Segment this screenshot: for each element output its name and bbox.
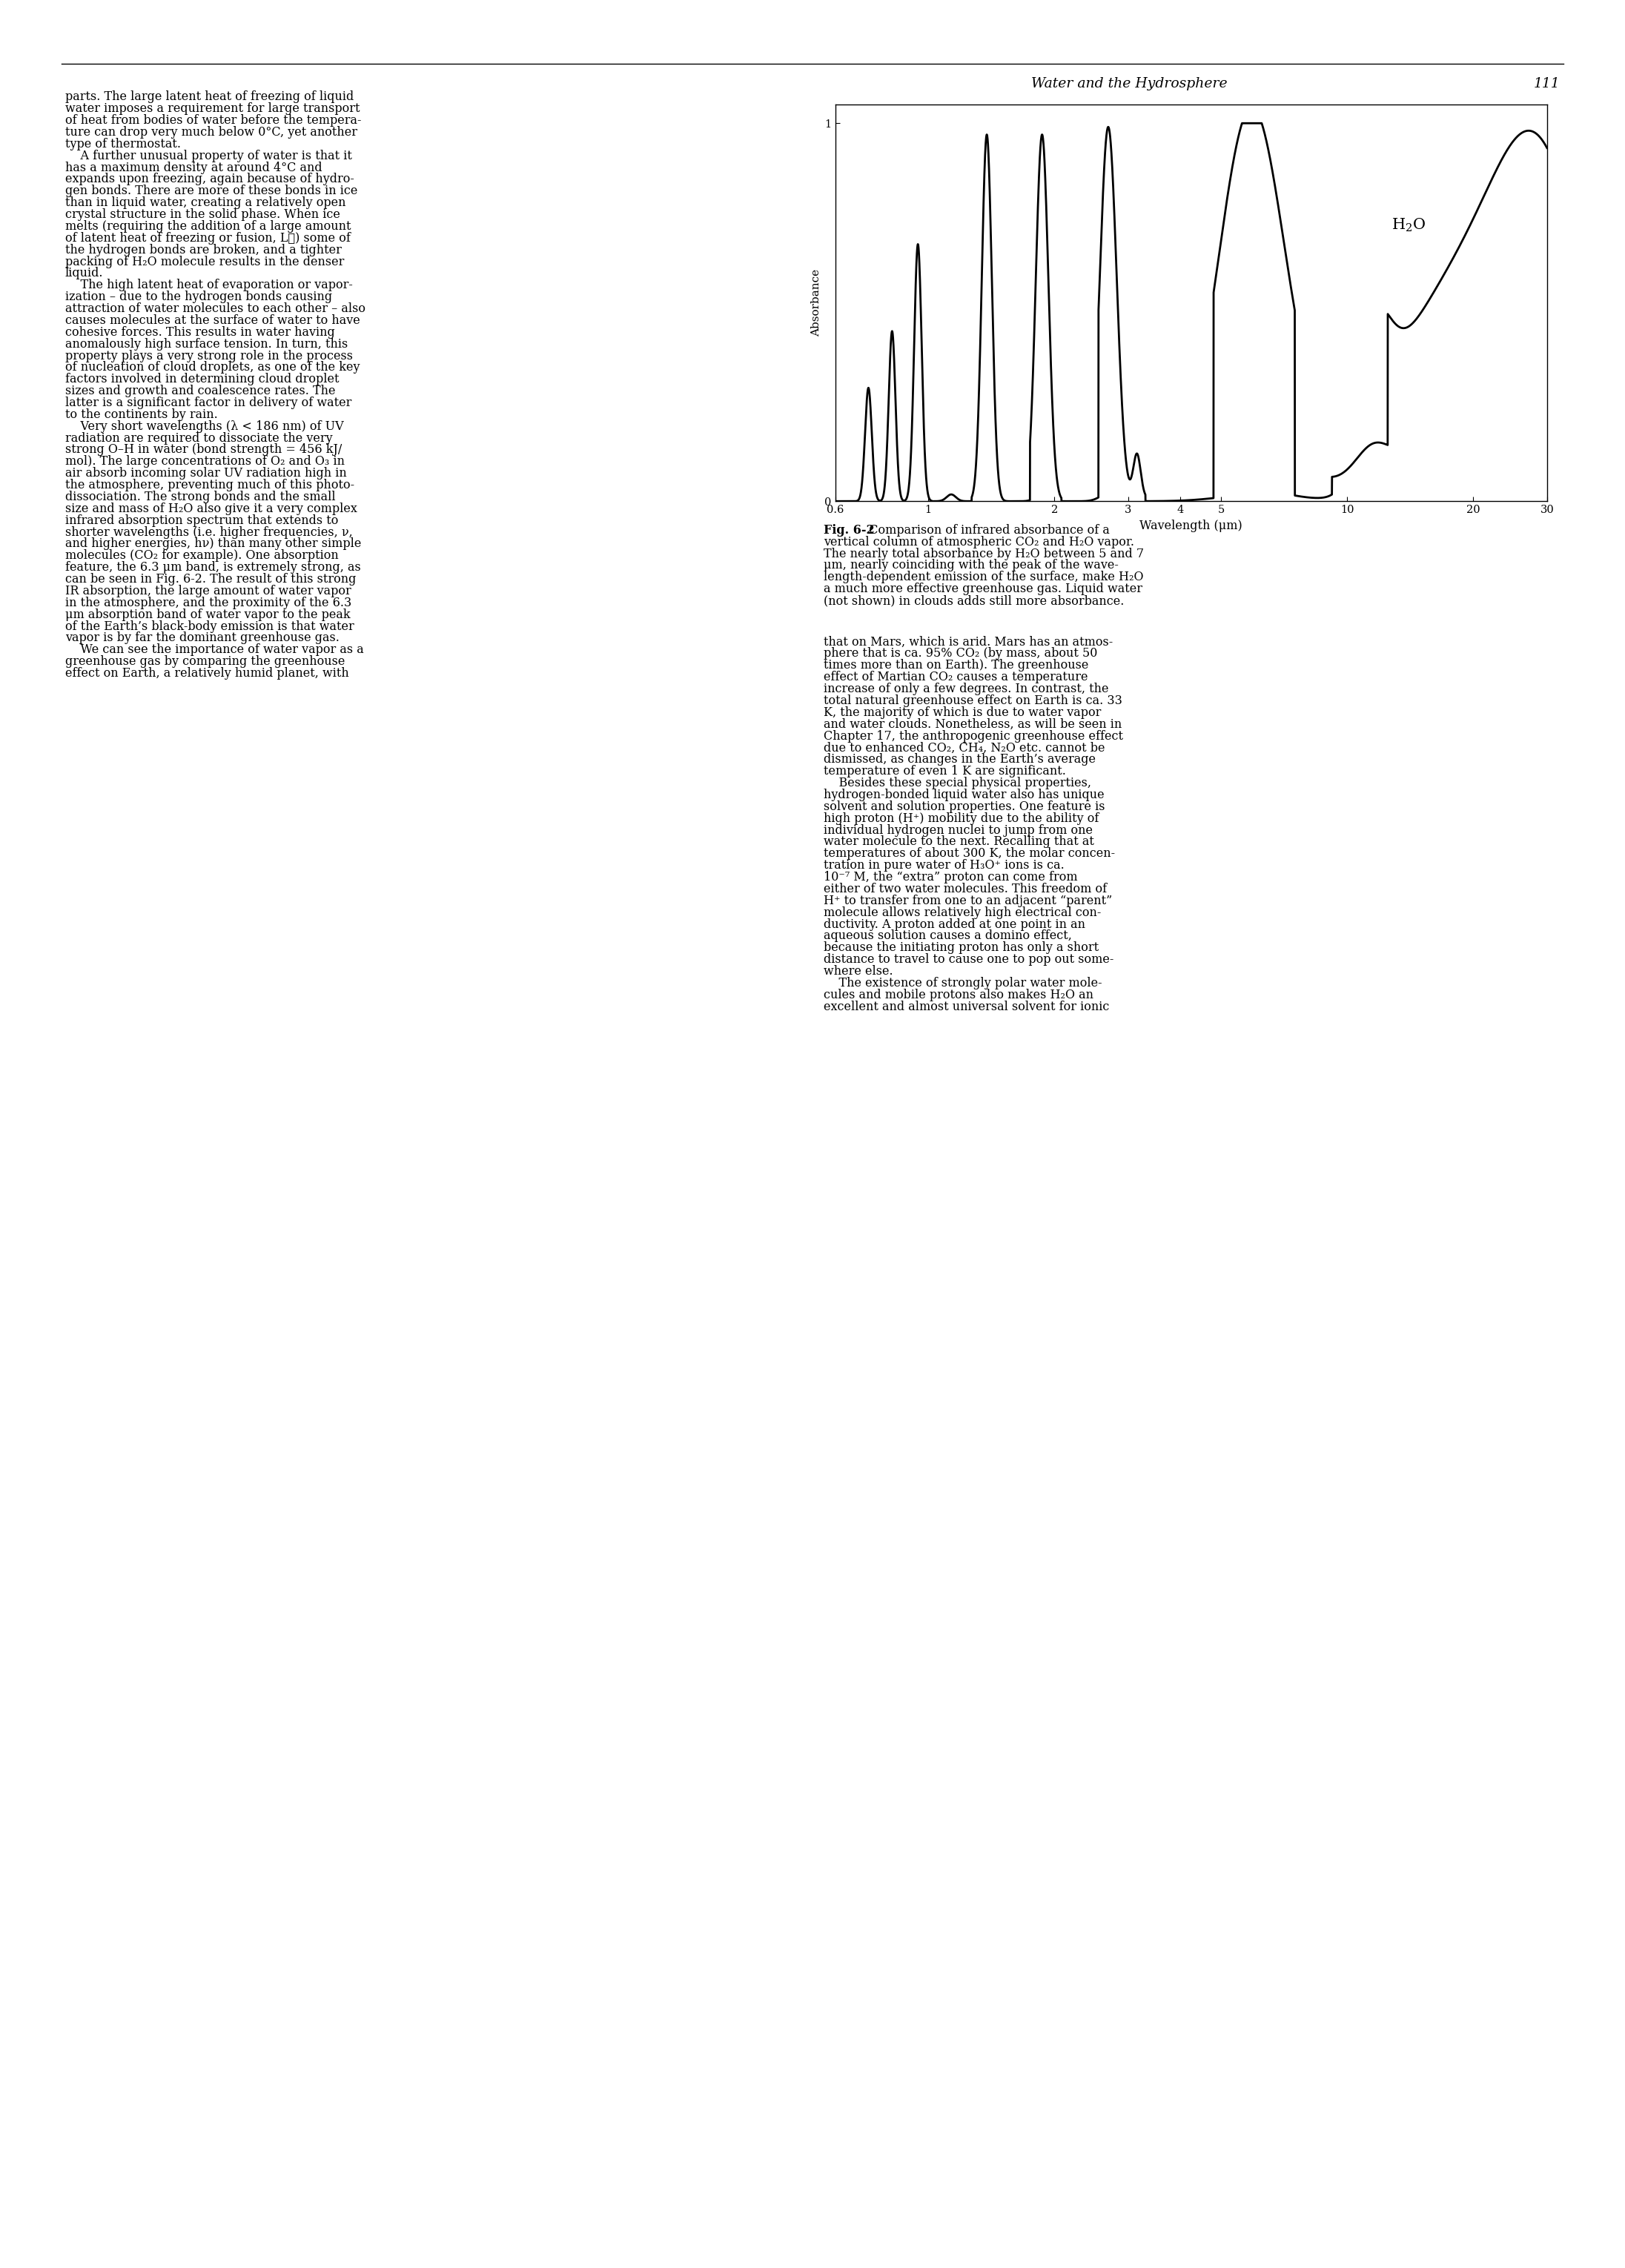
- Text: melts (requiring the addition of a large amount: melts (requiring the addition of a large…: [65, 220, 351, 234]
- Text: dissociation. The strong bonds and the small: dissociation. The strong bonds and the s…: [65, 490, 335, 503]
- Text: shorter wavelengths (i.e. higher frequencies, ν,: shorter wavelengths (i.e. higher frequen…: [65, 526, 353, 538]
- Text: expands upon freezing, again because of hydro-: expands upon freezing, again because of …: [65, 172, 354, 186]
- Text: ture can drop very much below 0°C, yet another: ture can drop very much below 0°C, yet a…: [65, 127, 358, 138]
- Text: temperatures of about 300 K, the molar concen-: temperatures of about 300 K, the molar c…: [824, 848, 1115, 860]
- Text: of nucleation of cloud droplets, as one of the key: of nucleation of cloud droplets, as one …: [65, 361, 359, 374]
- Text: attraction of water molecules to each other – also: attraction of water molecules to each ot…: [65, 302, 366, 315]
- Text: excellent and almost universal solvent for ionic: excellent and almost universal solvent f…: [824, 1000, 1110, 1014]
- Text: hydrogen-bonded liquid water also has unique: hydrogen-bonded liquid water also has un…: [824, 789, 1105, 801]
- Text: total natural greenhouse effect on Earth is ca. 33: total natural greenhouse effect on Earth…: [824, 694, 1123, 708]
- Text: The high latent heat of evaporation or vapor-: The high latent heat of evaporation or v…: [65, 279, 353, 293]
- Text: feature, the 6.3 μm band, is extremely strong, as: feature, the 6.3 μm band, is extremely s…: [65, 560, 361, 574]
- Text: We can see the importance of water vapor as a: We can see the importance of water vapor…: [65, 644, 364, 655]
- Text: distance to travel to cause one to pop out some-: distance to travel to cause one to pop o…: [824, 953, 1115, 966]
- Text: in the atmosphere, and the proximity of the 6.3: in the atmosphere, and the proximity of …: [65, 596, 351, 610]
- Text: liquid.: liquid.: [65, 268, 102, 279]
- Text: IR absorption, the large amount of water vapor: IR absorption, the large amount of water…: [65, 585, 351, 596]
- Text: vertical column of atmospheric CO₂ and H₂O vapor.: vertical column of atmospheric CO₂ and H…: [824, 535, 1134, 549]
- Text: ductivity. A proton added at one point in an: ductivity. A proton added at one point i…: [824, 919, 1086, 930]
- Text: solvent and solution properties. One feature is: solvent and solution properties. One fea…: [824, 801, 1105, 812]
- Text: 111: 111: [1534, 77, 1560, 91]
- Text: cules and mobile protons also makes H₂O an: cules and mobile protons also makes H₂O …: [824, 989, 1094, 1000]
- Text: Chapter 17, the anthropogenic greenhouse effect: Chapter 17, the anthropogenic greenhouse…: [824, 730, 1123, 742]
- Text: radiation are required to dissociate the very: radiation are required to dissociate the…: [65, 431, 333, 445]
- Text: molecules (CO₂ for example). One absorption: molecules (CO₂ for example). One absorpt…: [65, 549, 338, 562]
- Text: individual hydrogen nuclei to jump from one: individual hydrogen nuclei to jump from …: [824, 823, 1094, 837]
- Text: the atmosphere, preventing much of this photo-: the atmosphere, preventing much of this …: [65, 479, 354, 492]
- Text: Comparison of infrared absorbance of a: Comparison of infrared absorbance of a: [861, 524, 1110, 538]
- Text: H$_2$O: H$_2$O: [1391, 218, 1425, 234]
- Text: due to enhanced CO₂, CH₄, N₂O etc. cannot be: due to enhanced CO₂, CH₄, N₂O etc. canno…: [824, 742, 1105, 755]
- Text: times more than on Earth). The greenhouse: times more than on Earth). The greenhous…: [824, 660, 1089, 671]
- Text: length-dependent emission of the surface, make H₂O: length-dependent emission of the surface…: [824, 572, 1144, 583]
- Text: 10⁻⁷ M, the “extra” proton can come from: 10⁻⁷ M, the “extra” proton can come from: [824, 871, 1077, 885]
- Text: type of thermostat.: type of thermostat.: [65, 138, 180, 150]
- Text: Water and the Hydrosphere: Water and the Hydrosphere: [1032, 77, 1227, 91]
- Text: strong O–H in water (bond strength = 456 kJ/: strong O–H in water (bond strength = 456…: [65, 445, 341, 456]
- Text: anomalously high surface tension. In turn, this: anomalously high surface tension. In tur…: [65, 338, 348, 349]
- Text: cohesive forces. This results in water having: cohesive forces. This results in water h…: [65, 327, 335, 338]
- Text: mol). The large concentrations of O₂ and O₃ in: mol). The large concentrations of O₂ and…: [65, 456, 344, 467]
- Y-axis label: Absorbance: Absorbance: [811, 270, 822, 336]
- Text: ization – due to the hydrogen bonds causing: ization – due to the hydrogen bonds caus…: [65, 290, 331, 304]
- Text: (not shown) in clouds adds still more absorbance.: (not shown) in clouds adds still more ab…: [824, 594, 1124, 608]
- Text: can be seen in Fig. 6-2. The result of this strong: can be seen in Fig. 6-2. The result of t…: [65, 574, 356, 585]
- Text: sizes and growth and coalescence rates. The: sizes and growth and coalescence rates. …: [65, 386, 335, 397]
- Text: water molecule to the next. Recalling that at: water molecule to the next. Recalling th…: [824, 835, 1094, 848]
- Text: dismissed, as changes in the Earth’s average: dismissed, as changes in the Earth’s ave…: [824, 753, 1095, 767]
- Text: latter is a significant factor in delivery of water: latter is a significant factor in delive…: [65, 397, 351, 408]
- Text: H⁺ to transfer from one to an adjacent “parent”: H⁺ to transfer from one to an adjacent “…: [824, 894, 1113, 907]
- Text: packing of H₂O molecule results in the denser: packing of H₂O molecule results in the d…: [65, 256, 344, 268]
- Text: The existence of strongly polar water mole-: The existence of strongly polar water mo…: [824, 978, 1102, 989]
- Text: has a maximum density at around 4°C and: has a maximum density at around 4°C and: [65, 161, 322, 175]
- Text: temperature of even 1 K are significant.: temperature of even 1 K are significant.: [824, 764, 1066, 778]
- Text: effect on Earth, a relatively humid planet, with: effect on Earth, a relatively humid plan…: [65, 667, 349, 680]
- Text: the hydrogen bonds are broken, and a tighter: the hydrogen bonds are broken, and a tig…: [65, 243, 341, 256]
- Text: factors involved in determining cloud droplet: factors involved in determining cloud dr…: [65, 372, 340, 386]
- Text: of latent heat of freezing or fusion, Lℓ) some of: of latent heat of freezing or fusion, Lℓ…: [65, 231, 351, 245]
- Text: K, the majority of which is due to water vapor: K, the majority of which is due to water…: [824, 705, 1102, 719]
- Text: effect of Martian CO₂ causes a temperature: effect of Martian CO₂ causes a temperatu…: [824, 671, 1089, 683]
- Text: where else.: where else.: [824, 964, 894, 978]
- Text: of heat from bodies of water before the tempera-: of heat from bodies of water before the …: [65, 113, 361, 127]
- Text: vapor is by far the dominant greenhouse gas.: vapor is by far the dominant greenhouse …: [65, 633, 340, 644]
- Text: parts. The large latent heat of freezing of liquid: parts. The large latent heat of freezing…: [65, 91, 354, 104]
- Text: of the Earth’s black-body emission is that water: of the Earth’s black-body emission is th…: [65, 619, 354, 633]
- X-axis label: Wavelength (μm): Wavelength (μm): [1139, 519, 1243, 533]
- Text: infrared absorption spectrum that extends to: infrared absorption spectrum that extend…: [65, 515, 338, 526]
- Text: Besides these special physical properties,: Besides these special physical propertie…: [824, 778, 1092, 789]
- Text: crystal structure in the solid phase. When ice: crystal structure in the solid phase. Wh…: [65, 209, 340, 220]
- Text: phere that is ca. 95% CO₂ (by mass, about 50: phere that is ca. 95% CO₂ (by mass, abou…: [824, 646, 1098, 660]
- Text: property plays a very strong role in the process: property plays a very strong role in the…: [65, 349, 353, 363]
- Text: μm, nearly coinciding with the peak of the wave-: μm, nearly coinciding with the peak of t…: [824, 560, 1120, 572]
- Text: a much more effective greenhouse gas. Liquid water: a much more effective greenhouse gas. Li…: [824, 583, 1142, 594]
- Text: to the continents by rain.: to the continents by rain.: [65, 408, 218, 422]
- Text: molecule allows relatively high electrical con-: molecule allows relatively high electric…: [824, 907, 1102, 919]
- Text: increase of only a few degrees. In contrast, the: increase of only a few degrees. In contr…: [824, 683, 1108, 696]
- Text: either of two water molecules. This freedom of: either of two water molecules. This free…: [824, 882, 1107, 896]
- Text: air absorb incoming solar UV radiation high in: air absorb incoming solar UV radiation h…: [65, 467, 346, 481]
- Text: A further unusual property of water is that it: A further unusual property of water is t…: [65, 150, 351, 161]
- Text: size and mass of H₂O also give it a very complex: size and mass of H₂O also give it a very…: [65, 503, 358, 515]
- Text: causes molecules at the surface of water to have: causes molecules at the surface of water…: [65, 315, 359, 327]
- Text: μm absorption band of water vapor to the peak: μm absorption band of water vapor to the…: [65, 608, 349, 621]
- Text: Fig. 6-2: Fig. 6-2: [824, 524, 874, 538]
- Text: and higher energies, hν) than many other simple: and higher energies, hν) than many other…: [65, 538, 361, 551]
- Text: water imposes a requirement for large transport: water imposes a requirement for large tr…: [65, 102, 359, 116]
- Text: than in liquid water, creating a relatively open: than in liquid water, creating a relativ…: [65, 197, 346, 209]
- Text: high proton (H⁺) mobility due to the ability of: high proton (H⁺) mobility due to the abi…: [824, 812, 1098, 826]
- Text: tration in pure water of H₃O⁺ ions is ca.: tration in pure water of H₃O⁺ ions is ca…: [824, 860, 1064, 871]
- Text: greenhouse gas by comparing the greenhouse: greenhouse gas by comparing the greenhou…: [65, 655, 344, 667]
- Text: Very short wavelengths (λ < 186 nm) of UV: Very short wavelengths (λ < 186 nm) of U…: [65, 420, 343, 433]
- Text: The nearly total absorbance by H₂O between 5 and 7: The nearly total absorbance by H₂O betwe…: [824, 547, 1144, 560]
- Text: gen bonds. There are more of these bonds in ice: gen bonds. There are more of these bonds…: [65, 184, 358, 197]
- Text: and water clouds. Nonetheless, as will be seen in: and water clouds. Nonetheless, as will b…: [824, 719, 1123, 730]
- Text: aqueous solution causes a domino effect,: aqueous solution causes a domino effect,: [824, 930, 1072, 941]
- Text: because the initiating proton has only a short: because the initiating proton has only a…: [824, 941, 1098, 955]
- Text: that on Mars, which is arid. Mars has an atmos-: that on Mars, which is arid. Mars has an…: [824, 635, 1113, 649]
